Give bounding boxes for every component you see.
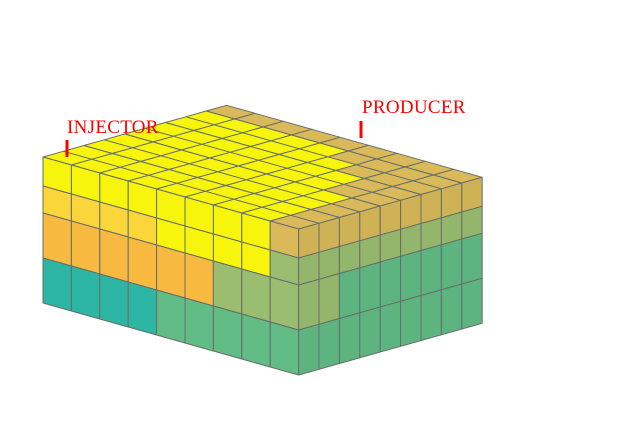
front-cell xyxy=(156,289,186,344)
front-cell xyxy=(70,220,101,275)
front-cell xyxy=(212,260,243,315)
front-cell xyxy=(42,212,72,267)
right-cell xyxy=(298,278,320,331)
right-cell xyxy=(338,267,361,319)
right-cell xyxy=(318,273,340,325)
front-cell xyxy=(42,257,72,312)
front-cell xyxy=(269,276,300,331)
front-cell xyxy=(99,228,129,283)
right-cell xyxy=(318,318,340,370)
front-cell xyxy=(127,281,158,336)
right-cell xyxy=(461,232,483,285)
right-cell xyxy=(359,306,381,359)
right-cell xyxy=(379,300,402,353)
right-cell xyxy=(359,261,381,314)
right-cell xyxy=(440,238,463,291)
front-cell xyxy=(269,321,300,376)
front-cell xyxy=(156,244,186,299)
right-cell xyxy=(440,283,463,336)
right-cell xyxy=(461,277,483,330)
front-cell xyxy=(241,313,271,368)
front-cell xyxy=(184,252,214,307)
right-cell xyxy=(400,295,422,347)
front-cell xyxy=(241,268,271,323)
producer-label: PRODUCER xyxy=(362,97,466,118)
right-cell xyxy=(298,323,320,376)
front-cell xyxy=(70,265,101,320)
injector-label: INJECTOR xyxy=(67,117,159,138)
right-cell xyxy=(420,244,442,296)
right-cell xyxy=(420,289,442,341)
wells: INJECTOR PRODUCER xyxy=(65,97,466,157)
grid-cells xyxy=(42,104,483,376)
front-cell xyxy=(184,297,214,352)
right-cell xyxy=(379,255,402,308)
right-cell xyxy=(400,250,422,302)
front-cell xyxy=(212,305,243,360)
front-cell xyxy=(127,236,158,291)
front-cell xyxy=(99,273,129,328)
right-cell xyxy=(338,312,361,364)
